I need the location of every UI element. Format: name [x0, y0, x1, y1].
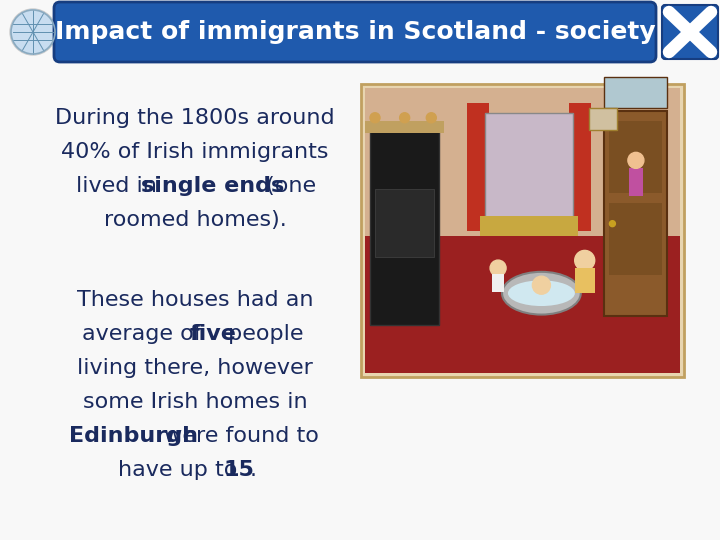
Text: Impact of immigrants in Scotland - society: Impact of immigrants in Scotland - socie…	[55, 20, 655, 44]
Text: Edinburgh: Edinburgh	[69, 426, 198, 446]
Bar	[365, 236, 680, 373]
Circle shape	[370, 113, 380, 123]
Text: 15: 15	[224, 460, 254, 480]
Text: average of: average of	[81, 324, 208, 344]
Ellipse shape	[502, 272, 581, 315]
FancyBboxPatch shape	[361, 84, 684, 377]
Bar	[569, 103, 591, 231]
Bar	[492, 274, 504, 292]
Text: roomed homes).: roomed homes).	[104, 210, 287, 230]
Circle shape	[532, 276, 550, 294]
Text: some Irish homes in: some Irish homes in	[83, 392, 307, 412]
Bar	[575, 268, 595, 293]
Bar	[375, 189, 434, 256]
Bar	[604, 111, 667, 316]
Circle shape	[426, 113, 436, 123]
Circle shape	[10, 9, 56, 55]
Bar	[467, 103, 489, 231]
Circle shape	[628, 152, 644, 168]
Bar	[365, 88, 680, 245]
Bar	[609, 121, 662, 193]
FancyBboxPatch shape	[54, 2, 656, 62]
Text: 40% of Irish immigrants: 40% of Irish immigrants	[61, 142, 329, 162]
Text: lived in: lived in	[76, 176, 164, 196]
Circle shape	[400, 113, 410, 123]
Text: five: five	[189, 324, 236, 344]
Text: living there, however: living there, however	[77, 358, 313, 378]
Circle shape	[490, 260, 506, 276]
Bar	[629, 168, 643, 197]
Text: .: .	[250, 460, 256, 480]
Text: people: people	[221, 324, 304, 344]
Bar	[604, 77, 667, 108]
Ellipse shape	[508, 280, 575, 306]
FancyBboxPatch shape	[662, 5, 718, 59]
Bar	[365, 121, 444, 133]
Bar	[485, 113, 573, 221]
Text: have up to: have up to	[118, 460, 244, 480]
Circle shape	[11, 10, 55, 54]
Bar	[589, 108, 617, 130]
Circle shape	[609, 221, 616, 227]
Bar	[609, 203, 662, 275]
Text: single ends: single ends	[141, 176, 284, 196]
Text: During the 1800s around: During the 1800s around	[55, 108, 335, 128]
Text: were found to: were found to	[157, 426, 319, 446]
Circle shape	[575, 251, 595, 271]
Bar	[480, 216, 578, 237]
Text: These houses had an: These houses had an	[77, 290, 313, 310]
Bar	[365, 88, 680, 373]
Bar	[370, 131, 439, 325]
Text: (one: (one	[258, 176, 316, 196]
